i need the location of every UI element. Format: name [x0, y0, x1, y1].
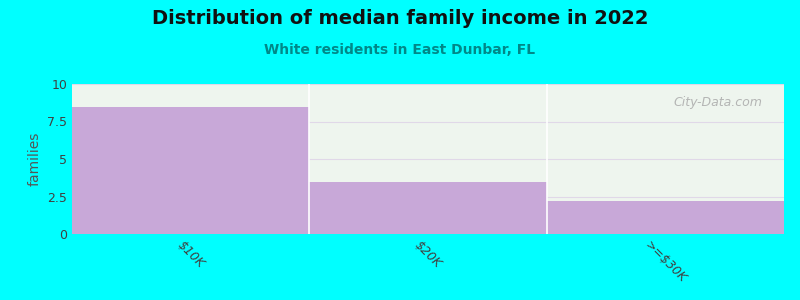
Bar [72, 106, 310, 234]
Bar [546, 201, 784, 234]
Bar [310, 182, 546, 234]
Text: Distribution of median family income in 2022: Distribution of median family income in … [152, 9, 648, 28]
Text: City-Data.com: City-Data.com [674, 96, 762, 109]
Y-axis label: families: families [27, 132, 42, 186]
Text: White residents in East Dunbar, FL: White residents in East Dunbar, FL [265, 44, 535, 58]
